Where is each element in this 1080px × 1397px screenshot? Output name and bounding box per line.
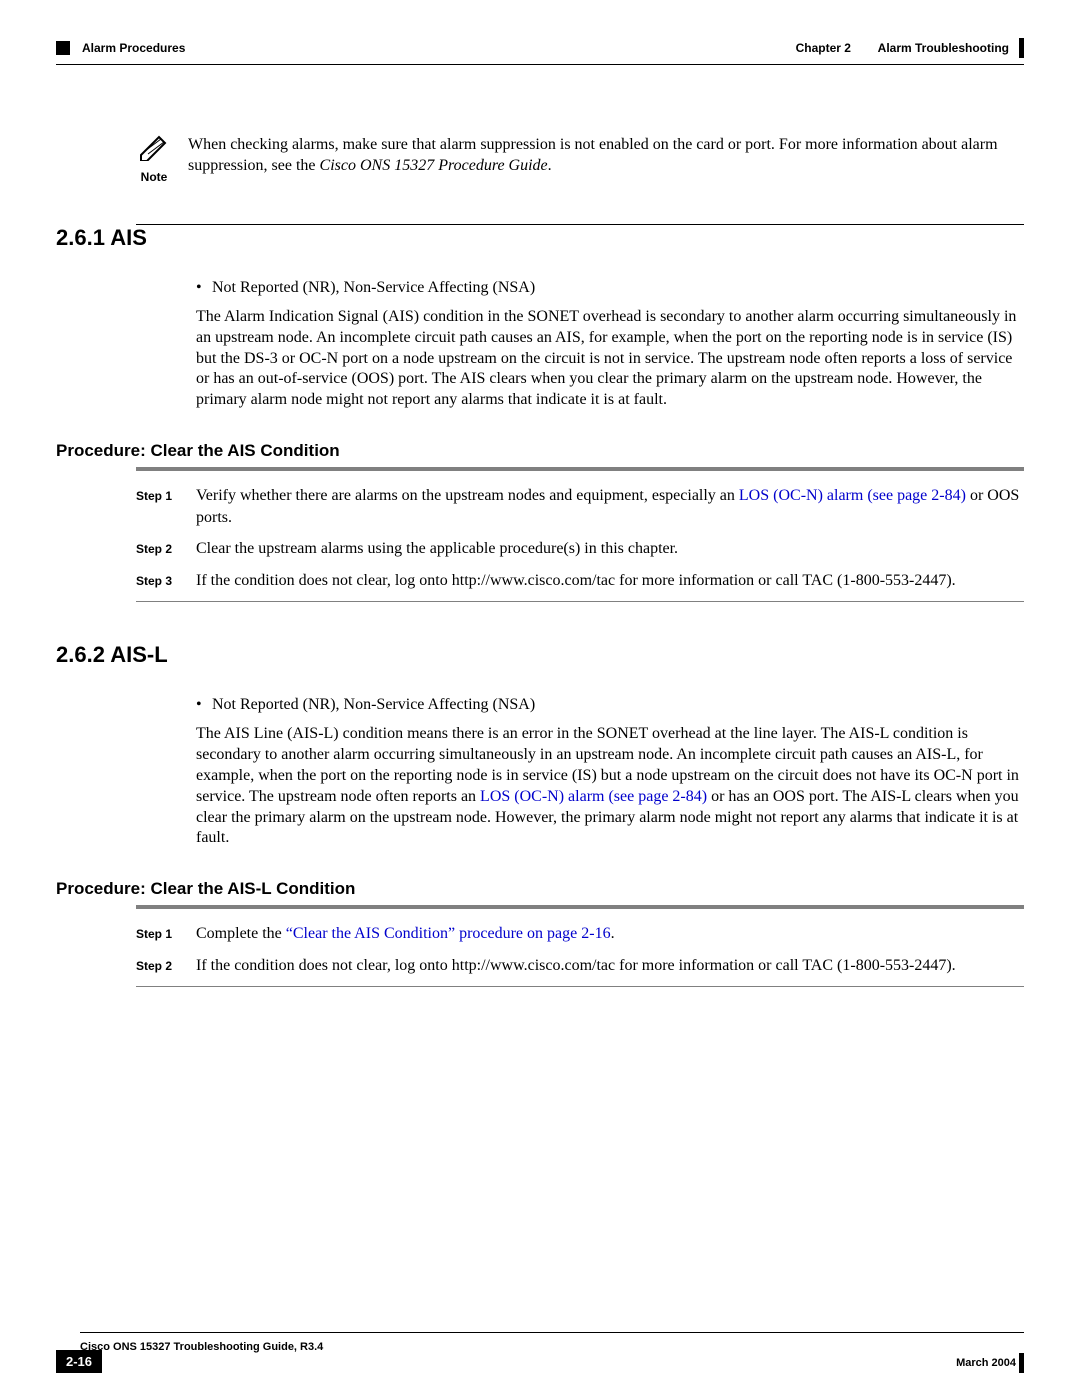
header-block-icon (56, 41, 70, 55)
pencil-icon (139, 135, 169, 161)
step-label: Step 1 (136, 923, 196, 945)
footer-rule (80, 1332, 1024, 1333)
step-text: Complete the (196, 925, 286, 942)
step-row: Step 2Clear the upstream alarms using th… (136, 538, 1024, 560)
step-row: Step 3If the condition does not clear, l… (136, 570, 1024, 592)
procedure-heading: Procedure: Clear the AIS Condition (56, 441, 1024, 461)
section-paragraph: The Alarm Indication Signal (AIS) condit… (196, 307, 1024, 411)
step-label: Step 2 (136, 538, 196, 560)
bullet-text: Not Reported (NR), Non-Service Affecting… (212, 696, 535, 713)
step-body: Complete the “Clear the AIS Condition” p… (196, 923, 1024, 945)
step-label: Step 1 (136, 485, 196, 528)
header-title: Alarm Troubleshooting (878, 41, 1009, 55)
bullet-item: •Not Reported (NR), Non-Service Affectin… (196, 279, 1024, 297)
header-left-text: Alarm Procedures (82, 41, 185, 55)
footer-title: Cisco ONS 15327 Troubleshooting Guide, R… (80, 1341, 323, 1353)
step-body: Clear the upstream alarms using the appl… (196, 538, 1024, 560)
footer-date-bar-icon (1019, 1353, 1024, 1373)
step-text: Verify whether there are alarms on the u… (196, 487, 739, 504)
cross-reference-link[interactable]: “Clear the AIS Condition” procedure on p… (286, 925, 611, 942)
note-icon-column: Note (136, 135, 172, 184)
bullet-text: Not Reported (NR), Non-Service Affecting… (212, 279, 535, 296)
step-body: Verify whether there are alarms on the u… (196, 485, 1024, 528)
step-text: . (611, 925, 615, 942)
procedure-top-rule (136, 467, 1024, 471)
step-row: Step 1Complete the “Clear the AIS Condit… (136, 923, 1024, 945)
note-italic: Cisco ONS 15327 Procedure Guide (320, 157, 548, 174)
section-block: 2.6.1 AIS •Not Reported (NR), Non-Service… (56, 225, 1024, 602)
header-left: Alarm Procedures (56, 41, 185, 55)
note-text-before: When checking alarms, make sure that ala… (188, 136, 998, 174)
procedure-bottom-rule (136, 986, 1024, 987)
header-right: Chapter 2 Alarm Troubleshooting (796, 38, 1024, 58)
cross-reference-link[interactable]: LOS (OC-N) alarm (see page 2-84) (480, 788, 707, 805)
step-row: Step 2If the condition does not clear, l… (136, 955, 1024, 977)
step-text: If the condition does not clear, log ont… (196, 572, 956, 589)
footer-date: March 2004 (956, 1357, 1016, 1369)
note-body: When checking alarms, make sure that ala… (188, 135, 1024, 177)
procedure-top-rule (136, 905, 1024, 909)
procedure-heading: Procedure: Clear the AIS-L Condition (56, 879, 1024, 899)
procedure-bottom-rule (136, 601, 1024, 602)
note-section: Note When checking alarms, make sure tha… (136, 135, 1024, 184)
cross-reference-link[interactable]: LOS (OC-N) alarm (see page 2-84) (739, 487, 966, 504)
paragraph-text: The Alarm Indication Signal (AIS) condit… (196, 308, 1016, 408)
header-right-bar-icon (1019, 38, 1024, 58)
step-text: Clear the upstream alarms using the appl… (196, 540, 678, 557)
footer-page: 2-16 (56, 1350, 102, 1373)
step-label: Step 3 (136, 570, 196, 592)
step-body: If the condition does not clear, log ont… (196, 955, 1024, 977)
step-label: Step 2 (136, 955, 196, 977)
section-block: 2.6.2 AIS-L •Not Reported (NR), Non-Servi… (56, 642, 1024, 987)
header-chapter: Chapter 2 (796, 41, 851, 55)
bullet-item: •Not Reported (NR), Non-Service Affectin… (196, 696, 1024, 714)
step-row: Step 1Verify whether there are alarms on… (136, 485, 1024, 528)
section-paragraph: The AIS Line (AIS-L) condition means the… (196, 724, 1024, 849)
section-heading: 2.6.1 AIS (56, 225, 1024, 251)
note-label: Note (136, 170, 172, 184)
note-text-after: . (548, 157, 552, 174)
step-text: If the condition does not clear, log ont… (196, 957, 956, 974)
page-header: Alarm Procedures Chapter 2 Alarm Trouble… (56, 38, 1024, 65)
step-body: If the condition does not clear, log ont… (196, 570, 1024, 592)
section-heading: 2.6.2 AIS-L (56, 642, 1024, 668)
